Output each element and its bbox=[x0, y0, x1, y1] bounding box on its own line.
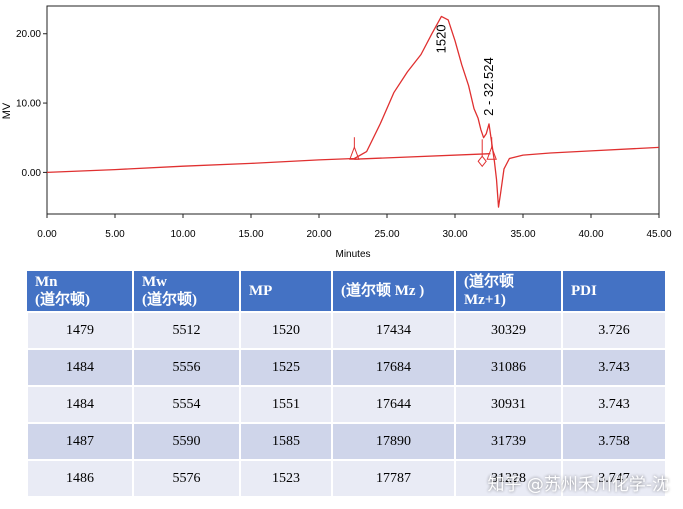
peak-label: 1520 bbox=[433, 24, 448, 53]
cell-mz: 17684 bbox=[331, 348, 456, 387]
header-pdi: PDI bbox=[562, 271, 667, 312]
header-line: PDI bbox=[571, 283, 597, 299]
x-tick-label: 5.00 bbox=[105, 229, 125, 240]
chromatogram-trace bbox=[46, 15, 660, 208]
cell-mz: 17787 bbox=[331, 459, 456, 498]
cell-mz1: 31739 bbox=[454, 422, 563, 461]
x-tick-label: 45.00 bbox=[646, 229, 671, 240]
x-tick-label: 25.00 bbox=[374, 229, 399, 240]
cell-mz1: 30329 bbox=[454, 311, 563, 350]
cell-pdi: 3.747 bbox=[561, 459, 667, 498]
table-row: 1487 5590 1585 17890 31739 3.758 bbox=[26, 422, 667, 461]
cell-mw: 5556 bbox=[132, 348, 241, 387]
x-tick-label: 15.00 bbox=[238, 229, 263, 240]
cell-mw: 5554 bbox=[132, 385, 241, 424]
cell-mp: 1525 bbox=[239, 348, 333, 387]
x-tick-label: 40.00 bbox=[578, 229, 603, 240]
cell-mn: 1486 bbox=[26, 459, 134, 498]
header-line: (道尔顿 Mz ) bbox=[341, 283, 425, 299]
x-axis-label: Minutes bbox=[335, 249, 370, 260]
header-line: (道尔顿) bbox=[142, 292, 197, 308]
baseline-marker-diamond bbox=[477, 155, 487, 168]
header-line: Mw bbox=[142, 274, 167, 290]
table-row: 1486 5576 1523 17787 31228 3.747 bbox=[26, 459, 667, 498]
molecular-weight-table: Mn (道尔顿) Mw (道尔顿) MP (道尔顿 Mz ) (道尔顿 Mz+1… bbox=[26, 271, 667, 498]
cell-mw: 5576 bbox=[132, 459, 241, 498]
cell-mp: 1551 bbox=[239, 385, 333, 424]
peak-label: 2 - 32.524 bbox=[481, 57, 496, 116]
baseline-marker-triangle bbox=[349, 145, 360, 160]
header-mp: MP bbox=[240, 271, 333, 312]
cell-mn: 1479 bbox=[26, 311, 134, 350]
header-line: Mz+1) bbox=[464, 292, 506, 308]
table-header-row: Mn (道尔顿) Mw (道尔顿) MP (道尔顿 Mz ) (道尔顿 Mz+1… bbox=[27, 271, 667, 312]
cell-pdi: 3.743 bbox=[561, 348, 667, 387]
y-axis-label: MV bbox=[1, 102, 13, 119]
cell-mp: 1520 bbox=[239, 311, 333, 350]
table-row: 1484 5556 1525 17684 31086 3.743 bbox=[26, 348, 667, 387]
plot-frame bbox=[46, 5, 660, 215]
y-tick-label: 10.00 bbox=[16, 99, 41, 110]
baseline-line bbox=[354, 153, 491, 160]
header-mn: Mn (道尔顿) bbox=[27, 271, 134, 312]
cell-mz1: 30931 bbox=[454, 385, 563, 424]
cell-mp: 1523 bbox=[239, 459, 333, 498]
cell-pdi: 3.726 bbox=[561, 311, 667, 350]
cell-mz: 17434 bbox=[331, 311, 456, 350]
cell-mp: 1585 bbox=[239, 422, 333, 461]
header-line: (道尔顿 bbox=[464, 274, 514, 290]
header-mz1: (道尔顿 Mz+1) bbox=[455, 271, 563, 312]
cell-pdi: 3.758 bbox=[561, 422, 667, 461]
y-tick-label: 20.00 bbox=[16, 29, 41, 40]
table-row: 1479 5512 1520 17434 30329 3.726 bbox=[26, 311, 667, 350]
x-tick-label: 10.00 bbox=[170, 229, 195, 240]
cell-pdi: 3.743 bbox=[561, 385, 667, 424]
cell-mw: 5590 bbox=[132, 422, 241, 461]
cell-mz: 17644 bbox=[331, 385, 456, 424]
x-tick-label: 20.00 bbox=[306, 229, 331, 240]
x-tick-label: 0.00 bbox=[37, 229, 57, 240]
cell-mz1: 31228 bbox=[454, 459, 563, 498]
y-tick-label: 0.00 bbox=[22, 168, 42, 179]
watermark: 知乎 @苏州禾川化学-沈 bbox=[487, 475, 669, 495]
header-mz: (道尔顿 Mz ) bbox=[332, 271, 456, 312]
x-tick-label: 35.00 bbox=[510, 229, 535, 240]
cell-mz1: 31086 bbox=[454, 348, 563, 387]
cell-mz: 17890 bbox=[331, 422, 456, 461]
table-row: 1484 5554 1551 17644 30931 3.743 bbox=[26, 385, 667, 424]
baseline-marker-triangle bbox=[486, 145, 497, 160]
chromatogram-chart: 0.00 10.00 20.00 0.00 5.00 10.00 15.00 20.00 25… bbox=[1, 5, 672, 260]
cell-mn: 1484 bbox=[26, 385, 134, 424]
cell-mn: 1484 bbox=[26, 348, 134, 387]
x-tick-label: 30.00 bbox=[442, 229, 467, 240]
cell-mn: 1487 bbox=[26, 422, 134, 461]
header-line: Mn bbox=[35, 274, 58, 290]
header-mw: Mw (道尔顿) bbox=[133, 271, 241, 312]
cell-mw: 5512 bbox=[132, 311, 241, 350]
header-line: MP bbox=[249, 283, 273, 299]
header-line: (道尔顿) bbox=[35, 292, 90, 308]
